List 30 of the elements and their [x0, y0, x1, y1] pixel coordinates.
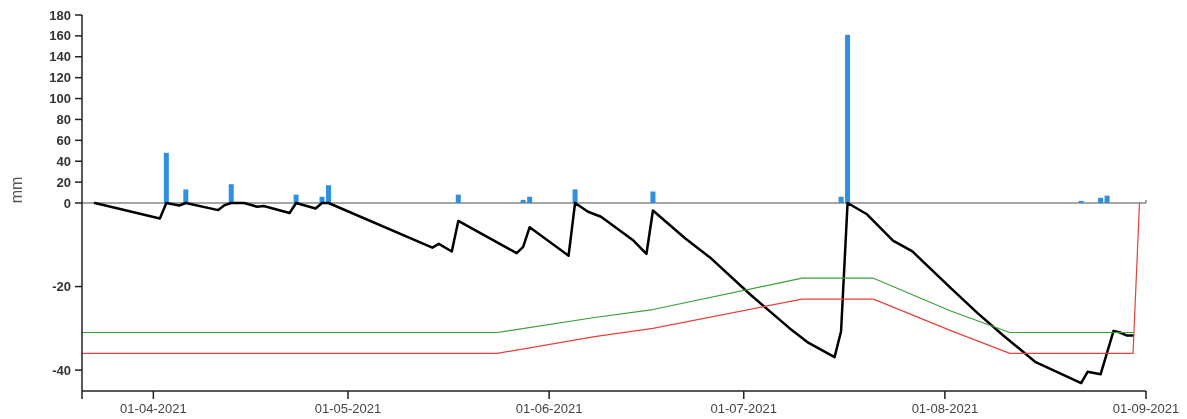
y-tick-label: 40 [56, 153, 71, 169]
line-series [81, 277, 1134, 334]
bar [572, 189, 578, 203]
line-series [81, 202, 1141, 354]
y-tick-label: 100 [49, 91, 71, 107]
bar [650, 191, 656, 203]
y-tick-label: 0 [63, 195, 71, 211]
x-tick-label: 01-07-2021 [710, 401, 778, 416]
bar [1104, 195, 1110, 203]
y-tick-label: 80 [56, 111, 71, 127]
y-tick-label: 20 [56, 174, 71, 190]
y-tick-label: 180 [49, 7, 71, 23]
x-tick-label: 01-06-2021 [515, 401, 583, 416]
bar [228, 184, 234, 203]
x-tick-label: 01-09-2021 [1112, 401, 1180, 416]
y-tick-label: -40 [52, 362, 71, 378]
bar [1098, 197, 1104, 203]
bar [1078, 200, 1084, 203]
y-tick-label: 120 [49, 70, 71, 86]
y-axis-title: mm [8, 176, 25, 204]
y-tick-label: 140 [49, 49, 71, 65]
y-tick-label: 160 [49, 28, 71, 44]
x-tick-label: 01-04-2021 [120, 401, 187, 416]
x-tick-label: 01-08-2021 [911, 401, 979, 416]
y-tick-label: -20 [52, 279, 71, 295]
x-tick-label: 01-05-2021 [314, 401, 382, 416]
bar [455, 194, 461, 203]
y-tick-label: 60 [56, 132, 71, 148]
bar [163, 152, 169, 203]
bar [183, 189, 189, 203]
